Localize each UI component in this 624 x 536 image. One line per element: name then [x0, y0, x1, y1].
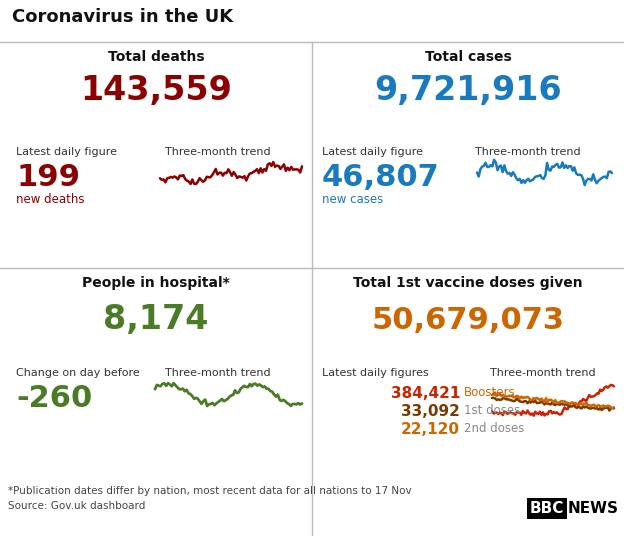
Text: 143,559: 143,559 — [80, 74, 232, 107]
Text: Three-month trend: Three-month trend — [165, 368, 271, 378]
Text: BBC: BBC — [530, 501, 564, 516]
Text: Three-month trend: Three-month trend — [475, 147, 580, 157]
Text: 22,120: 22,120 — [401, 422, 460, 437]
Text: People in hospital*: People in hospital* — [82, 276, 230, 290]
Text: -260: -260 — [16, 384, 92, 413]
Text: 46,807: 46,807 — [322, 163, 440, 192]
Text: Boosters: Boosters — [464, 386, 515, 399]
Text: new deaths: new deaths — [16, 193, 84, 206]
Text: Three-month trend: Three-month trend — [490, 368, 596, 378]
Text: Total deaths: Total deaths — [108, 50, 204, 64]
Text: *Publication dates differ by nation, most recent data for all nations to 17 Nov: *Publication dates differ by nation, mos… — [8, 486, 412, 496]
Text: 2nd doses: 2nd doses — [464, 422, 524, 435]
Text: 33,092: 33,092 — [401, 404, 460, 419]
Text: 384,421: 384,421 — [391, 386, 460, 401]
Text: 9,721,916: 9,721,916 — [374, 74, 562, 107]
Text: NEWS: NEWS — [568, 501, 619, 516]
Text: 1st doses: 1st doses — [464, 404, 520, 417]
Text: 8,174: 8,174 — [104, 303, 208, 336]
Text: Latest daily figure: Latest daily figure — [16, 147, 117, 157]
Text: Coronavirus in the UK: Coronavirus in the UK — [12, 8, 233, 26]
Text: Change on day before: Change on day before — [16, 368, 140, 378]
Text: 199: 199 — [16, 163, 80, 192]
Text: new cases: new cases — [322, 193, 383, 206]
Text: Source: Gov.uk dashboard: Source: Gov.uk dashboard — [8, 501, 145, 511]
Text: Total cases: Total cases — [424, 50, 512, 64]
Text: Latest daily figures: Latest daily figures — [322, 368, 429, 378]
Text: Three-month trend: Three-month trend — [165, 147, 271, 157]
Text: 50,679,073: 50,679,073 — [371, 306, 565, 335]
Text: Total 1st vaccine doses given: Total 1st vaccine doses given — [353, 276, 583, 290]
Text: Latest daily figure: Latest daily figure — [322, 147, 423, 157]
